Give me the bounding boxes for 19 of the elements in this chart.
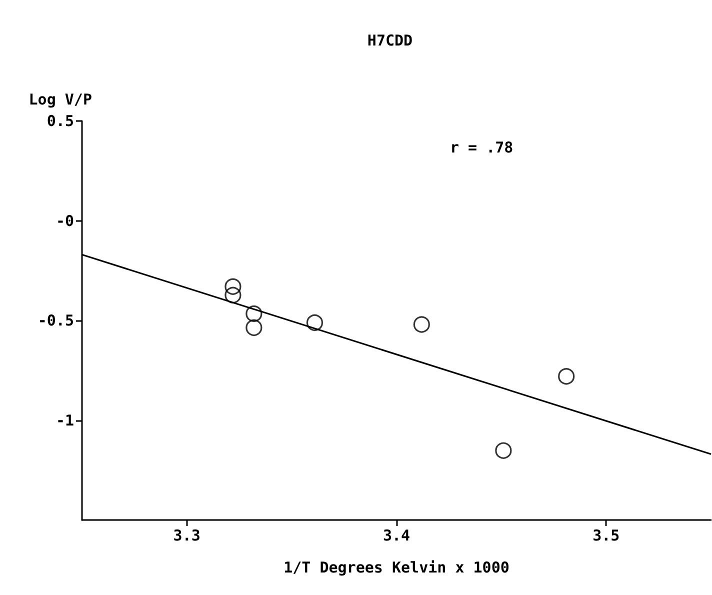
y-tick-label: 0.5 xyxy=(46,112,74,130)
y-tick-label: -0 xyxy=(56,212,74,230)
x-axis-title: 1/T Degrees Kelvin x 1000 xyxy=(284,558,510,576)
point xyxy=(246,319,262,336)
point xyxy=(413,316,430,333)
x-tick-label: 3.4 xyxy=(382,526,410,544)
x-tick-label: 3.3 xyxy=(173,526,200,544)
point xyxy=(306,314,324,331)
point xyxy=(224,286,242,304)
y-axis-title: Log V/P xyxy=(28,90,92,108)
point xyxy=(246,305,262,322)
annotation: r = .78 xyxy=(450,138,514,156)
y-tick-label: -1 xyxy=(56,411,74,430)
point xyxy=(558,368,575,385)
point xyxy=(224,278,242,295)
point xyxy=(495,442,512,459)
y-tick-label: -0.5 xyxy=(38,312,74,330)
x-tick-label: 3.5 xyxy=(592,526,620,544)
chart-title: H7CDD xyxy=(367,32,413,50)
